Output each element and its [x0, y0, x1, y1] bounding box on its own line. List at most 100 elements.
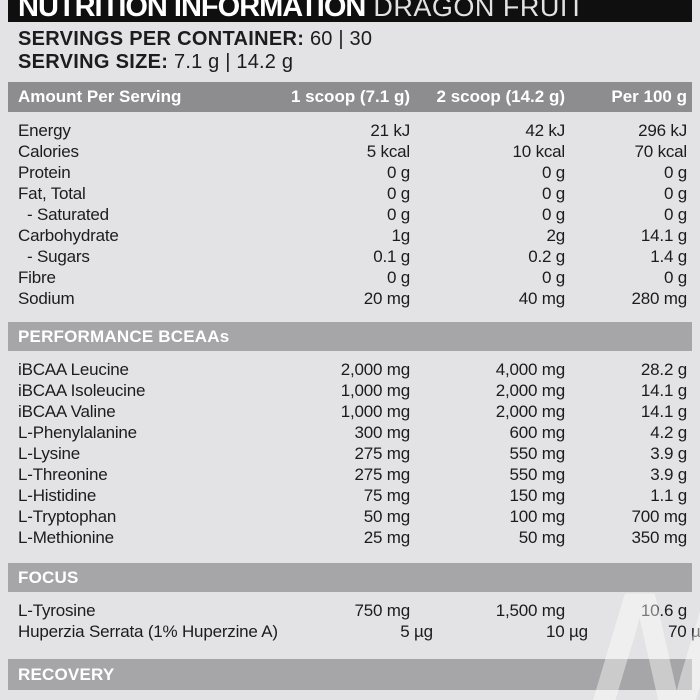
row-value: 300 mg: [354, 423, 410, 442]
row-label: L-Lysine: [18, 444, 81, 463]
row-label: iBCAA Valine: [18, 402, 116, 421]
row-label: L-Histidine: [18, 486, 97, 505]
table-row: Carbohydrate 1g 2g 14.1 g: [18, 225, 687, 246]
row-value: 0 g: [663, 268, 687, 287]
table-row: - Sugars 0.1 g 0.2 g 1.4 g: [18, 246, 687, 267]
row-value: 550 mg: [509, 465, 565, 484]
row-value: 20 mg: [363, 289, 410, 308]
row-value: 1,000 mg: [340, 402, 410, 421]
row-label: - Saturated: [27, 205, 109, 224]
row-value: 0.2 g: [528, 247, 565, 266]
row-value: 600 mg: [509, 423, 565, 442]
row-value: 50 mg: [363, 507, 410, 526]
table-row: L-Histidine 75 mg 150 mg 1.1 g: [18, 485, 687, 506]
row-value: 70 kcal: [634, 142, 688, 161]
section-rows: Energy 21 kJ 42 kJ 296 kJ Calories 5 kcal 10 k…: [18, 112, 687, 309]
table-body: Energy 21 kJ 42 kJ 296 kJ Calories 5 kcal 10 k…: [0, 112, 700, 690]
row-label: L-Tyrosine: [18, 601, 96, 620]
row-value: 2,000 mg: [340, 360, 410, 379]
title-bar: NUTRITION INFORMATION DRAGON FRUIT: [8, 0, 692, 22]
column-header-amount-per-serving: Amount Per Serving: [18, 87, 182, 106]
row-value: 5 kcal: [366, 142, 410, 161]
section-header-focus: FOCUS: [8, 563, 692, 592]
row-value: 0 g: [663, 184, 687, 203]
row-value: 150 mg: [509, 486, 565, 505]
row-value: 0 g: [541, 163, 565, 182]
row-value: 275 mg: [354, 444, 410, 463]
serving-size-line: SERVING SIZE: 7.1 g | 14.2 g: [18, 51, 692, 74]
row-value: 0 g: [541, 184, 565, 203]
table-row: L-Tyrosine 750 mg 1,500 mg 10.6 g: [18, 600, 687, 621]
row-value: 280 mg: [631, 289, 687, 308]
table-row: iBCAA Isoleucine 1,000 mg 2,000 mg 14.1 g: [18, 380, 687, 401]
row-label: Fibre: [18, 268, 56, 287]
table-row: Sodium 20 mg 40 mg 280 mg: [18, 288, 687, 309]
row-value: 1,500 mg: [495, 601, 565, 620]
row-value: 40 mg: [518, 289, 565, 308]
row-label: iBCAA Leucine: [18, 360, 129, 379]
row-value: 70 µg: [667, 622, 700, 641]
row-value: 1.1 g: [650, 486, 687, 505]
flavor-name: DRAGON FRUIT: [373, 0, 585, 22]
row-value: 28.2 g: [640, 360, 687, 379]
row-label: L-Methionine: [18, 528, 114, 547]
table-row: Fat, Total 0 g 0 g 0 g: [18, 183, 687, 204]
table-row: L-Methionine 25 mg 50 mg 350 mg: [18, 527, 687, 548]
row-label: Sodium: [18, 289, 75, 308]
row-value: 10 µg: [545, 622, 588, 641]
row-label: Protein: [18, 163, 71, 182]
row-label: Carbohydrate: [18, 226, 119, 245]
table-row: L-Tryptophan 50 mg 100 mg 700 mg: [18, 506, 687, 527]
row-value: 0 g: [663, 163, 687, 182]
row-value: 4.2 g: [650, 423, 687, 442]
table-row: L-Threonine 275 mg 550 mg 3.9 g: [18, 464, 687, 485]
row-value: 10 kcal: [512, 142, 566, 161]
row-label: Calories: [18, 142, 79, 161]
row-value: 42 kJ: [525, 121, 565, 140]
row-value: 350 mg: [631, 528, 687, 547]
table-column-headers: Amount Per Serving 1 scoop (7.1 g) 2 sco…: [8, 82, 692, 112]
serving-size-label: SERVING SIZE:: [18, 51, 169, 73]
row-value: 1.4 g: [650, 247, 687, 266]
row-label: iBCAA Isoleucine: [18, 381, 146, 400]
row-value: 75 mg: [363, 486, 410, 505]
row-value: 0 g: [386, 184, 410, 203]
row-value: 2,000 mg: [495, 381, 565, 400]
section-header-label: FOCUS: [18, 567, 79, 587]
row-value: 14.1 g: [640, 402, 687, 421]
table-row: L-Lysine 275 mg 550 mg 3.9 g: [18, 443, 687, 464]
table-row: Calories 5 kcal 10 kcal 70 kcal: [18, 141, 687, 162]
row-value: 14.1 g: [640, 381, 687, 400]
table-row: L-Phenylalanine 300 mg 600 mg 4.2 g: [18, 422, 687, 443]
row-label: L-Tryptophan: [18, 507, 117, 526]
row-value: 0 g: [386, 163, 410, 182]
row-value: 550 mg: [509, 444, 565, 463]
table-row: iBCAA Valine 1,000 mg 2,000 mg 14.1 g: [18, 401, 687, 422]
column-header-1-scoop: 1 scoop (7.1 g): [290, 87, 410, 106]
servings-per-container-value: 60 | 30: [309, 28, 373, 50]
serving-size-value: 7.1 g | 14.2 g: [174, 51, 294, 73]
row-value: 3.9 g: [650, 465, 687, 484]
row-value: 1,000 mg: [340, 381, 410, 400]
section-rows: L-Tyrosine 750 mg 1,500 mg 10.6 g Huperzia S…: [18, 592, 700, 642]
table-row: Huperzia Serrata (1% Huperzine A) 5 µg 10 …: [18, 621, 700, 642]
row-value: 5 µg: [400, 622, 433, 641]
row-value: 3.9 g: [650, 444, 687, 463]
row-value: 700 mg: [631, 507, 687, 526]
section-header-performance-bceaas: PERFORMANCE BCEAAs: [8, 322, 692, 351]
row-value: 0 g: [541, 268, 565, 287]
row-value: 0 g: [386, 268, 410, 287]
row-value: 50 mg: [518, 528, 565, 547]
row-value: 296 kJ: [638, 121, 687, 140]
row-value: 0 g: [663, 205, 687, 224]
section-header-recovery: RECOVERY: [8, 659, 692, 690]
section-header-label: RECOVERY: [18, 664, 115, 684]
column-header-per-100g: Per 100 g: [611, 87, 687, 106]
table-row: - Saturated 0 g 0 g 0 g: [18, 204, 687, 225]
row-value: 2,000 mg: [495, 402, 565, 421]
row-value: 0.1 g: [373, 247, 410, 266]
row-value: 2g: [546, 226, 565, 245]
row-value: 14.1 g: [640, 226, 687, 245]
servings-per-container-line: SERVINGS PER CONTAINER: 60 | 30: [18, 28, 692, 51]
column-header-2-scoop: 2 scoop (14.2 g): [436, 87, 565, 106]
